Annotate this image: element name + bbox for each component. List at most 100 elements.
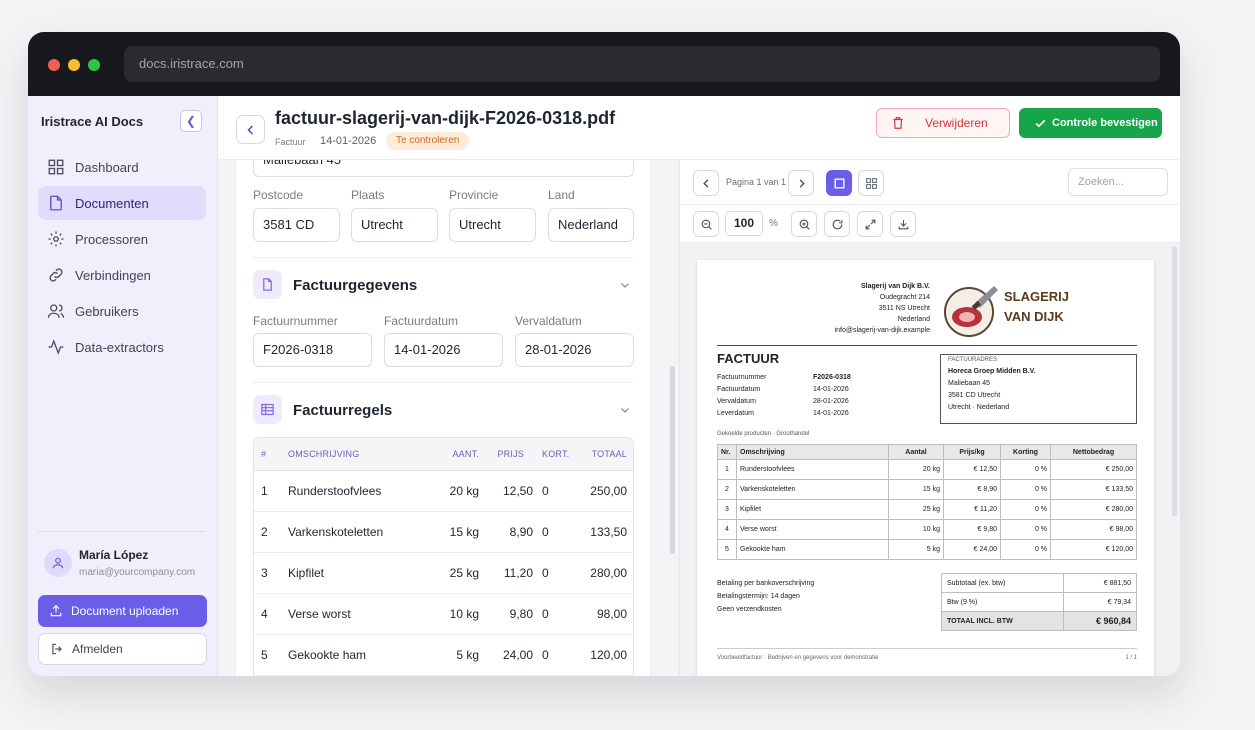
table-row[interactable]: 2 Varkenskoteletten 15 kg 8,90 0 133,50: [254, 512, 633, 553]
sidebar-item-label: Verbindingen: [75, 267, 151, 283]
seller-name: Slagerij van Dijk B.V.: [861, 283, 930, 290]
vat-value: € 79,34: [1062, 592, 1138, 612]
delete-button[interactable]: Verwijderen: [876, 108, 1010, 138]
logout-label: Afmelden: [72, 642, 123, 656]
sidebar-item-label: Data-extractors: [75, 339, 164, 355]
upload-document-button[interactable]: Document uploaden: [38, 595, 207, 627]
single-page-view-button[interactable]: [826, 170, 852, 196]
invoice-lines-table: # OMSCHRIJVING AANT. PRIJS KORT. TOTAAL …: [253, 437, 634, 676]
column-header: KORT.: [542, 449, 570, 459]
document-date: 14-01-2026: [320, 135, 377, 147]
section-title-factuurgegevens: Factuurgegevens: [293, 277, 418, 294]
pdf-table-cell: 0 %: [1000, 519, 1051, 540]
chevron-left-icon: ❮: [185, 114, 197, 128]
rotate-button[interactable]: [824, 211, 850, 237]
zoom-level-input[interactable]: 100: [725, 211, 763, 236]
browser-window: docs.iristrace.com Iristrace AI Docs ❮ D…: [28, 32, 1180, 676]
pdf-column-header: Korting: [1000, 444, 1051, 460]
postcode-field[interactable]: 3581 CD: [253, 208, 340, 242]
city-field[interactable]: Utrecht: [351, 208, 438, 242]
document-page-number: 1 / 1: [1125, 655, 1137, 661]
meta-label: Factuurnummer: [717, 374, 767, 381]
bill-to-country: Utrecht · Nederland: [948, 404, 1010, 411]
table-cell: 0: [542, 525, 549, 539]
confirm-label: Controle bevestigen: [1052, 117, 1158, 129]
sidebar-item-gebruikers[interactable]: Gebruikers: [38, 294, 206, 328]
delete-label: Verwijderen: [925, 116, 988, 130]
expand-icon: [865, 219, 875, 229]
sidebar-item-verbindingen[interactable]: Verbindingen: [38, 258, 206, 292]
postcode-label: Postcode: [253, 188, 304, 202]
table-cell: Runderstoofvlees: [288, 484, 382, 498]
country-field[interactable]: Nederland: [548, 208, 634, 242]
header-rule: [717, 345, 1137, 346]
total-label: TOTAAL INCL. BTW: [941, 611, 1064, 631]
user-icon: [52, 557, 64, 569]
section-icon: [253, 270, 282, 299]
pdf-table-cell: 3: [717, 499, 737, 520]
sidebar: Iristrace AI Docs ❮ Dashboard Documenten…: [28, 96, 218, 676]
chevron-down-icon[interactable]: [619, 404, 631, 416]
document-type: Factuur: [275, 137, 306, 147]
footer-rule: [717, 648, 1137, 649]
pdf-table-cell: € 280,00: [1050, 499, 1137, 520]
grid-icon: [865, 177, 877, 189]
table-cell: 4: [261, 607, 268, 621]
table-cell: 10 kg: [449, 607, 479, 621]
zoom-in-button[interactable]: [791, 211, 817, 237]
status-badge: Te controleren: [386, 132, 470, 150]
sidebar-item-documenten[interactable]: Documenten: [38, 186, 206, 220]
document-heading: FACTUUR: [717, 351, 780, 366]
invoice-number-field[interactable]: F2026-0318: [253, 333, 372, 367]
table-cell: 0: [542, 607, 549, 621]
sidebar-divider: [38, 531, 206, 532]
next-page-button[interactable]: [788, 170, 814, 196]
avatar[interactable]: [44, 549, 72, 577]
province-field[interactable]: Utrecht: [449, 208, 536, 242]
address-bar[interactable]: docs.iristrace.com: [124, 46, 1160, 82]
column-header: #: [261, 449, 267, 459]
pdf-table-cell: Varkenskoteletten: [736, 479, 889, 500]
maximize-window-icon[interactable]: [88, 59, 100, 71]
form-scrollbar[interactable]: [670, 366, 675, 554]
zoom-out-button[interactable]: [693, 211, 719, 237]
sidebar-item-dashboard[interactable]: Dashboard: [38, 150, 206, 184]
zoom-unit: %: [769, 218, 778, 229]
close-window-icon[interactable]: [48, 59, 60, 71]
pdf-table-row: 4 Verse worst 10 kg € 9,80 0 % € 98,00: [717, 519, 1137, 540]
seller-city: 3511 NS Utrecht: [878, 305, 930, 312]
viewer-scrollbar[interactable]: [1172, 246, 1177, 516]
logout-button[interactable]: Afmelden: [38, 633, 207, 665]
download-button[interactable]: [890, 211, 916, 237]
table-cell: Verse worst: [288, 607, 351, 621]
table-row[interactable]: 1 Runderstoofvlees 20 kg 12,50 0 250,00: [254, 471, 633, 512]
invoice-date-field[interactable]: 14-01-2026: [384, 333, 503, 367]
sidebar-item-processoren[interactable]: Processoren: [38, 222, 206, 256]
back-button[interactable]: [236, 115, 265, 144]
due-date-label: Vervaldatum: [515, 314, 582, 328]
pdf-table-cell: 0 %: [1000, 459, 1051, 480]
fullscreen-button[interactable]: [857, 211, 883, 237]
grid-view-button[interactable]: [858, 170, 884, 196]
sidebar-item-data-extractors[interactable]: Data-extractors: [38, 330, 206, 364]
seller-country: Nederland: [897, 316, 930, 323]
table-cell: 0: [542, 648, 549, 662]
trash-icon: [893, 117, 903, 129]
street-field[interactable]: Maliebaan 45: [253, 160, 634, 177]
table-row[interactable]: 4 Verse worst 10 kg 9,80 0 98,00: [254, 594, 633, 635]
pdf-table-cell: 5 kg: [888, 539, 944, 560]
table-cell: 2: [261, 525, 268, 539]
due-date-field[interactable]: 28-01-2026: [515, 333, 634, 367]
chevron-down-icon[interactable]: [619, 279, 631, 291]
table-cell: 1: [261, 484, 268, 498]
document-search-input[interactable]: Zoeken...: [1068, 168, 1168, 196]
minimize-window-icon[interactable]: [68, 59, 80, 71]
confirm-review-button[interactable]: Controle bevestigen: [1019, 108, 1162, 138]
sidebar-item-label: Dashboard: [75, 159, 139, 175]
bill-to-box: [940, 354, 1137, 424]
table-row[interactable]: 3 Kipfilet 25 kg 11,20 0 280,00: [254, 553, 633, 594]
browser-chrome: docs.iristrace.com: [28, 32, 1180, 96]
collapse-sidebar-button[interactable]: ❮: [180, 110, 202, 132]
table-row[interactable]: 5 Gekookte ham 5 kg 24,00 0 120,00: [254, 635, 633, 676]
prev-page-button[interactable]: [693, 170, 719, 196]
